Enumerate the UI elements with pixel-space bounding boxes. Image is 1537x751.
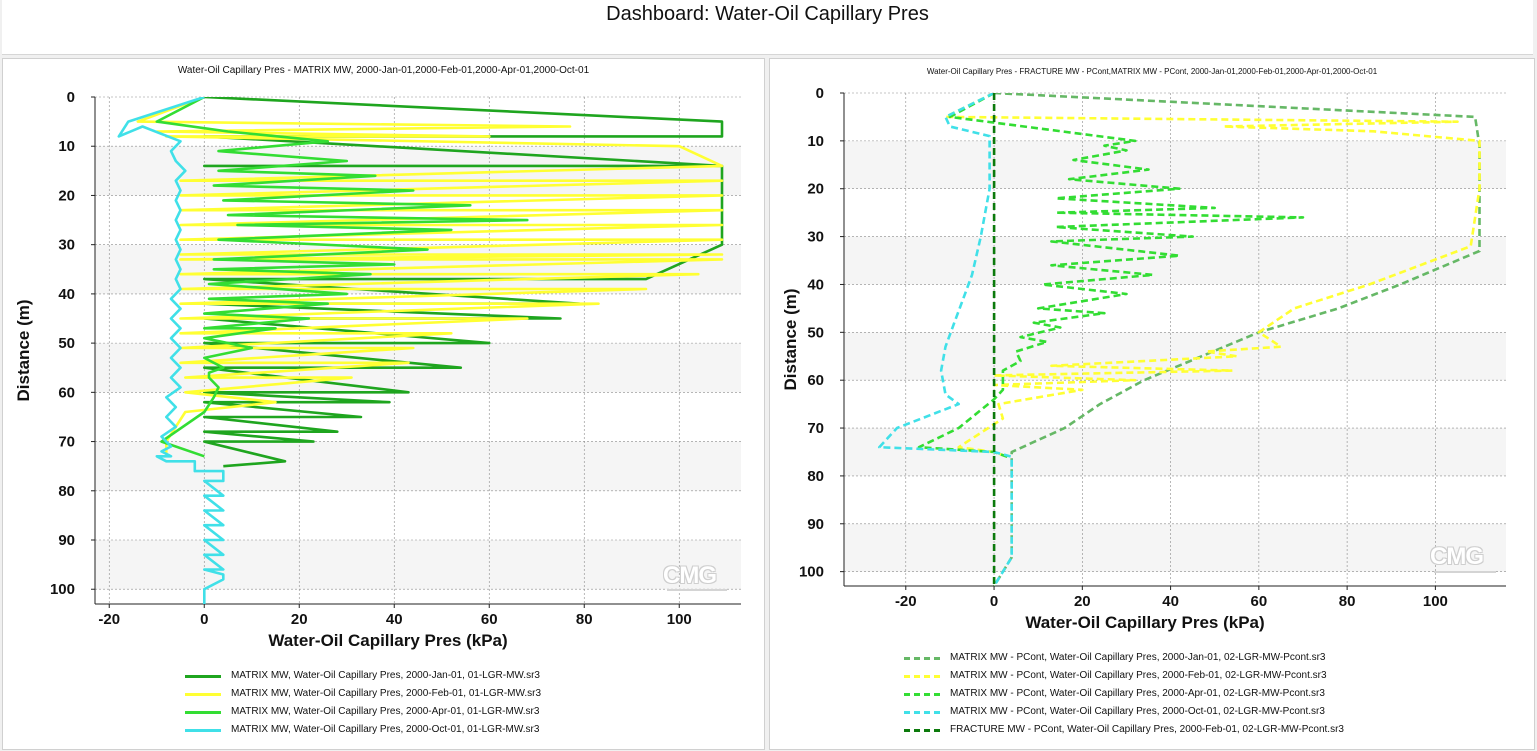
y-tick-label: 0 xyxy=(816,85,824,102)
series-line-2 xyxy=(944,93,1481,459)
x-tick-label: 40 xyxy=(1162,593,1179,610)
chart-area[interactable]: -20 0 20 40 60 80 100 0 10 20 30 40 50 60 70 80 90 100 Wat… xyxy=(770,59,1536,751)
x-axis-label: Water-Oil Capillary Pres (kPa) xyxy=(268,631,507,650)
y-tick-label: 40 xyxy=(807,276,824,293)
y-tick-label: 20 xyxy=(58,187,75,204)
y-tick-label: 80 xyxy=(58,483,75,500)
x-tick-label: 60 xyxy=(1251,593,1268,610)
legend-swatch xyxy=(185,711,221,714)
y-tick-label: 80 xyxy=(807,468,824,485)
background-band xyxy=(844,236,1506,285)
y-tick-label: 30 xyxy=(807,229,824,246)
x-tick-label: 100 xyxy=(667,611,692,628)
y-tick-label: 50 xyxy=(58,335,75,352)
x-tick-label: 0 xyxy=(200,611,208,628)
y-tick-label: 10 xyxy=(58,138,75,155)
y-tick-label: 100 xyxy=(799,564,824,581)
y-tick-label: 60 xyxy=(58,384,75,401)
x-tick-label: 100 xyxy=(1423,593,1448,610)
legend-label: MATRIX MW - PCont, Water-Oil Capillary P… xyxy=(950,652,1326,663)
series-line-4 xyxy=(878,93,1013,586)
legend-label: MATRIX MW - PCont, Water-Oil Capillary P… xyxy=(950,688,1325,699)
background-band xyxy=(844,140,1506,189)
y-tick-label: 0 xyxy=(67,89,75,106)
y-tick-label: 100 xyxy=(50,581,75,598)
cmg-watermark-underline xyxy=(1434,571,1496,573)
x-tick-label: 60 xyxy=(481,611,498,628)
y-tick-label: 20 xyxy=(807,181,824,198)
background-band xyxy=(95,244,741,294)
cmg-watermark: CMG xyxy=(1430,543,1484,570)
y-axis-label: Distance (m) xyxy=(14,299,33,401)
legend-swatch xyxy=(904,693,940,696)
series-line-4 xyxy=(117,97,225,604)
x-tick-label: 20 xyxy=(291,611,308,628)
y-tick-label: 90 xyxy=(58,532,75,549)
legend-swatch xyxy=(904,729,940,732)
series-line-1 xyxy=(203,97,724,468)
legend-swatch xyxy=(185,729,221,732)
chart-area[interactable]: -20 0 20 40 60 80 100 0 10 20 30 40 50 60 70 80 90 100 Wat… xyxy=(3,59,766,751)
x-tick-label: 40 xyxy=(386,611,403,628)
legend-swatch xyxy=(185,693,221,696)
legend-label: MATRIX MW - PCont, Water-Oil Capillary P… xyxy=(950,706,1325,717)
legend-label: MATRIX MW, Water-Oil Capillary Pres, 200… xyxy=(231,706,540,717)
x-tick-label: 80 xyxy=(576,611,593,628)
legend-label: MATRIX MW - PCont, Water-Oil Capillary P… xyxy=(950,670,1327,681)
x-tick-label: 0 xyxy=(990,593,998,610)
x-tick-label: 20 xyxy=(1074,593,1091,610)
cmg-watermark-underline xyxy=(667,589,727,591)
chart-title: Water-Oil Capillary Pres - FRACTURE MW -… xyxy=(926,67,1378,76)
series-line-2 xyxy=(136,97,724,457)
background-band xyxy=(95,146,741,196)
legend-swatch xyxy=(904,675,940,678)
y-tick-label: 70 xyxy=(58,434,75,451)
legend-label: FRACTURE MW - PCont, Water-Oil Capillary… xyxy=(950,724,1344,735)
legend-label: MATRIX MW, Water-Oil Capillary Pres, 200… xyxy=(231,670,540,681)
x-tick-label: 80 xyxy=(1339,593,1356,610)
x-tick-label: -20 xyxy=(98,611,120,628)
chart-panel-left[interactable]: Water-Oil Capillary Pres - MATRIX MW, 20… xyxy=(2,58,765,750)
y-axis-label: Distance (m) xyxy=(781,288,800,390)
x-axis-label: Water-Oil Capillary Pres (kPa) xyxy=(1025,613,1264,632)
cmg-watermark: CMG xyxy=(663,562,717,589)
x-tick-label: -20 xyxy=(895,593,917,610)
legend-swatch xyxy=(904,711,940,714)
legend-label: MATRIX MW, Water-Oil Capillary Pres, 200… xyxy=(231,688,542,699)
background-band xyxy=(95,441,741,491)
y-tick-label: 70 xyxy=(807,420,824,437)
chart-panel-right[interactable]: Water-Oil Capillary Pres - FRACTURE MW -… xyxy=(769,58,1535,750)
y-tick-label: 90 xyxy=(807,516,824,533)
y-tick-label: 50 xyxy=(807,324,824,341)
dashboard-title: Dashboard: Water-Oil Capillary Pres xyxy=(606,3,929,25)
y-tick-label: 30 xyxy=(58,237,75,254)
legend-swatch xyxy=(904,657,940,660)
background-band xyxy=(844,523,1506,572)
y-tick-label: 10 xyxy=(807,133,824,150)
chart-title: Water-Oil Capillary Pres - MATRIX MW, 20… xyxy=(177,65,590,76)
y-tick-label: 60 xyxy=(807,372,824,389)
series-line-3 xyxy=(917,93,1305,459)
background-band xyxy=(95,540,741,590)
background-band xyxy=(844,428,1506,476)
legend-swatch xyxy=(185,675,221,678)
legend-label: MATRIX MW, Water-Oil Capillary Pres, 200… xyxy=(231,724,540,735)
y-tick-label: 40 xyxy=(58,286,75,303)
dashboard-header: Dashboard: Water-Oil Capillary Pres xyxy=(2,0,1533,55)
series-line-3 xyxy=(155,97,529,458)
